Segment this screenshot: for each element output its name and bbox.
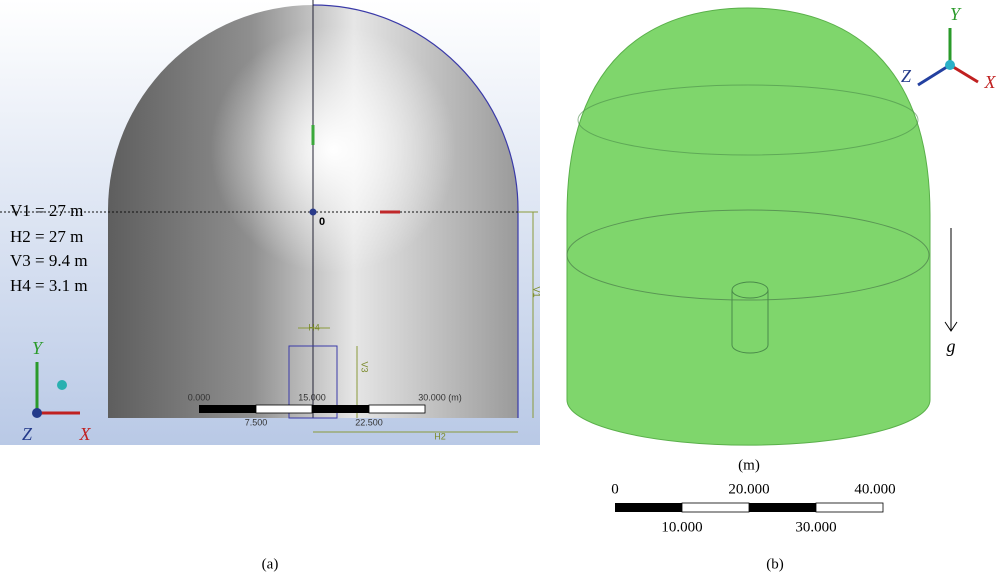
triad-z <box>32 408 42 418</box>
scale-segment <box>312 405 369 413</box>
caption: (b) <box>766 556 784 572</box>
axis-label: Y <box>950 4 962 24</box>
triad-ball <box>945 60 955 70</box>
scale-label: 30.000 (m) <box>418 392 462 402</box>
axis-label: X <box>79 424 92 444</box>
figure: 0.000 15.000 30.000 (m) 7.500 22.500 0 V… <box>0 0 997 578</box>
triad-z <box>918 65 950 85</box>
dim-tag: H2 <box>434 431 446 441</box>
axis-label: Z <box>22 424 33 444</box>
dim-tag: H4 <box>308 322 320 332</box>
dim-tag: V1 <box>532 286 542 297</box>
caption: (a) <box>262 556 279 572</box>
scale-label: 22.500 <box>355 417 383 427</box>
scale-segment <box>369 405 425 413</box>
scale-label: 30.000 <box>795 519 836 535</box>
origin-point <box>310 209 317 216</box>
triad-ball <box>57 380 67 390</box>
dimension-value: H4 = 3.1 m <box>10 276 88 295</box>
origin-label: 0 <box>319 216 325 228</box>
scale-label: 10.000 <box>661 519 702 535</box>
dimension-value: H2 = 27 m <box>10 227 83 246</box>
dim-tag: V3 <box>360 361 370 372</box>
scale-segment <box>682 503 749 512</box>
scale-label: 0.000 <box>188 392 211 402</box>
scale-label: 40.000 <box>854 481 895 497</box>
axis-label: X <box>984 72 997 92</box>
scale-segment <box>615 503 682 512</box>
axis-label: Z <box>901 66 912 86</box>
scale-segment <box>256 405 312 413</box>
dimension-value: V3 = 9.4 m <box>10 251 88 270</box>
mesh-dome <box>567 8 930 445</box>
scale-segment <box>749 503 816 512</box>
dimension-value: V1 = 27 m <box>10 201 83 220</box>
scale-label: 20.000 <box>728 481 769 497</box>
scale-label: 7.500 <box>245 417 268 427</box>
scale-segment <box>199 405 256 413</box>
scale-segment <box>816 503 883 512</box>
scale-label: 0 <box>611 481 619 497</box>
scale-label: 15.000 <box>298 392 326 402</box>
gravity-label: g <box>947 336 956 356</box>
scale-unit: (m) <box>738 457 760 473</box>
